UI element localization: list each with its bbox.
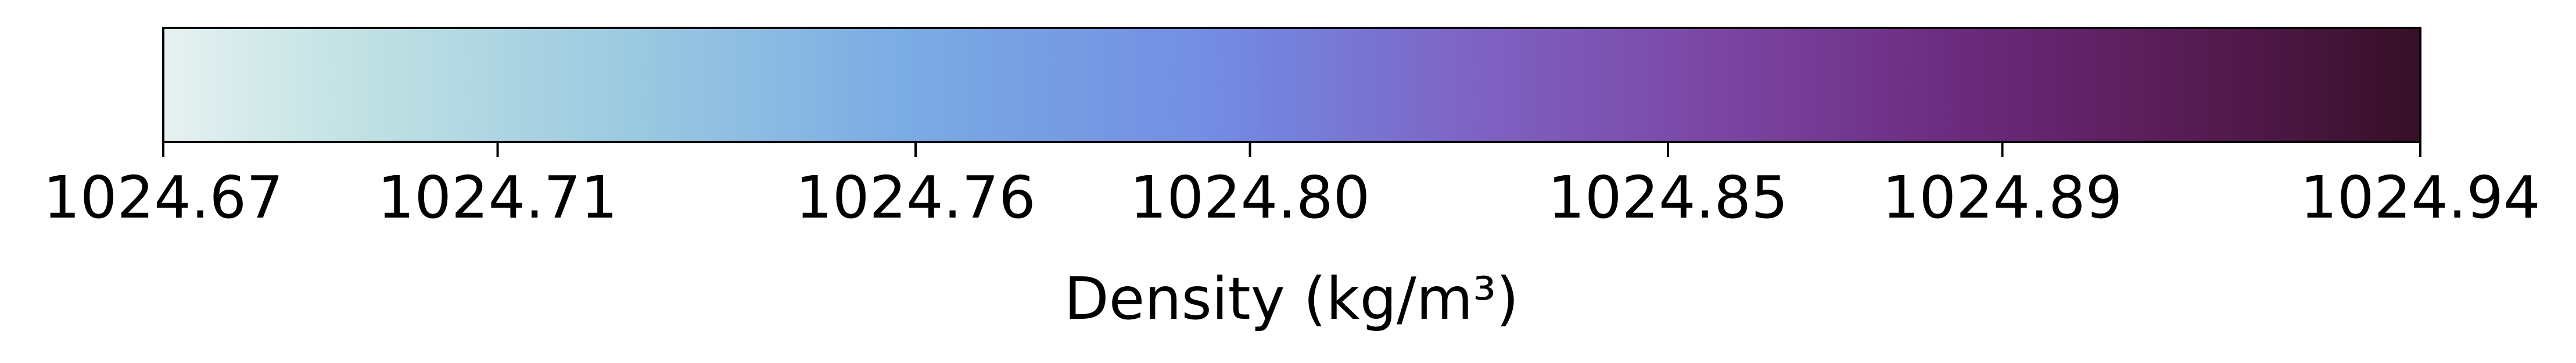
colorbar-tick-label: 1024.94 — [2300, 163, 2541, 232]
colorbar-gradient — [163, 28, 2420, 142]
colorbar-tick-label: 1024.80 — [1130, 163, 1370, 232]
colorbar-frame — [162, 27, 2421, 143]
colorbar-ticks: 1024.67 1024.71 1024.76 1024.80 1024.85 1024.… — [43, 142, 2541, 232]
colorbar-tick-label: 1024.71 — [378, 163, 618, 232]
colorbar-tick-label: 1024.67 — [43, 163, 284, 232]
colorbar-tick-label: 1024.76 — [795, 163, 1036, 232]
colorbar-tick-label: 1024.85 — [1548, 163, 1788, 232]
colorbar-tick-label: 1024.89 — [1882, 163, 2123, 232]
colorbar-axis-label: Density (kg/m³) — [1064, 265, 1519, 333]
